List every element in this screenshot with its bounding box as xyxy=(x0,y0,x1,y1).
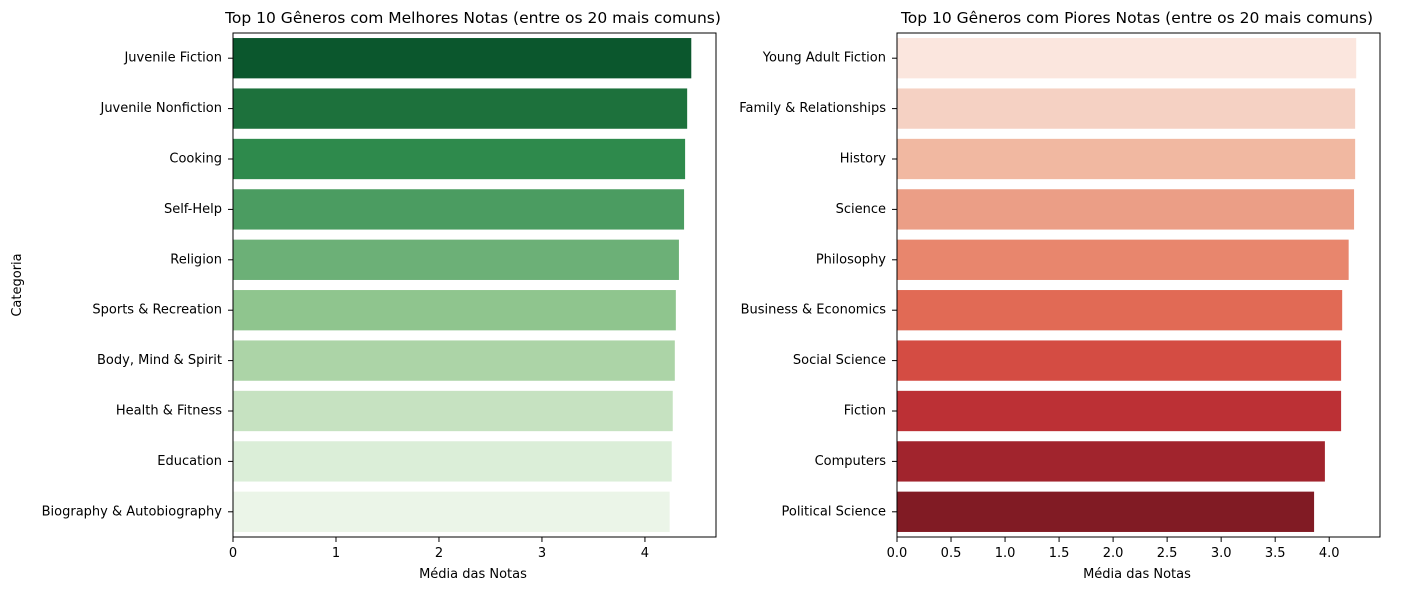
x-tick-label: 0.0 xyxy=(887,546,908,561)
bar-young-adult-fiction xyxy=(897,38,1357,79)
axes-frame xyxy=(232,32,717,538)
bar-body-mind-and-spirit xyxy=(233,340,675,381)
x-ticks: 0 1 2 3 4 xyxy=(229,537,649,561)
x-axis-label: Média das Notas xyxy=(419,567,527,582)
chart-title: Top 10 Gêneros com Piores Notas (entre o… xyxy=(900,9,1373,27)
x-ticks: 0.0 0.5 1.0 1.5 2.0 2.5 3.0 3.5 4.0 xyxy=(887,537,1340,561)
x-tick-label: 1 xyxy=(332,546,340,561)
x-tick-label: 2.0 xyxy=(1103,546,1124,561)
category-label: Business & Economics xyxy=(741,303,887,318)
bar-health-and-fitness xyxy=(233,390,673,432)
category-label: Juvenile Fiction xyxy=(123,51,222,66)
x-tick-label: 1.5 xyxy=(1049,546,1070,561)
category-label: Juvenile Nonfiction xyxy=(99,101,222,116)
category-label: Young Adult Fiction xyxy=(762,51,886,66)
bar-biography-and-autobiography xyxy=(233,491,670,532)
x-tick-label: 4.0 xyxy=(1319,546,1340,561)
bar-cooking xyxy=(233,138,686,180)
y-axis-label: Categoria xyxy=(10,253,25,316)
x-tick-label: 3.0 xyxy=(1211,546,1232,561)
category-label: Body, Mind & Spirit xyxy=(97,353,222,368)
bar-fiction xyxy=(897,390,1342,432)
x-axis-label: Média das Notas xyxy=(1083,567,1191,582)
bar-sports-and-recreation xyxy=(233,290,676,331)
category-label: Science xyxy=(836,202,886,217)
category-label: Social Science xyxy=(793,353,886,368)
chart-worst-genres: Top 10 Gêneros com Piores Notas (entre o… xyxy=(739,9,1381,582)
bar-philosophy xyxy=(897,239,1349,280)
bar-group xyxy=(897,38,1357,532)
chart-title: Top 10 Gêneros com Melhores Notas (entre… xyxy=(224,9,721,27)
bar-science xyxy=(897,189,1355,230)
bar-juvenile-fiction xyxy=(233,38,692,79)
chart-best-genres: Top 10 Gêneros com Melhores Notas (entre… xyxy=(10,9,721,582)
bar-self-help xyxy=(233,189,685,230)
category-labels: Juvenile Fiction Juvenile Nonfiction Cooki… xyxy=(42,51,233,519)
x-tick-label: 2 xyxy=(435,546,443,561)
bar-political-science xyxy=(897,491,1315,532)
bar-religion xyxy=(233,239,679,280)
category-label: Fiction xyxy=(844,404,886,419)
category-label: Family & Relationships xyxy=(739,101,886,116)
category-label: Political Science xyxy=(781,504,886,519)
bar-business-and-economics xyxy=(897,290,1343,331)
bar-family-and-relationships xyxy=(897,88,1356,129)
bar-juvenile-nonfiction xyxy=(233,88,688,129)
x-tick-label: 2.5 xyxy=(1157,546,1178,561)
category-label: Self-Help xyxy=(164,202,222,217)
category-label: Sports & Recreation xyxy=(92,303,222,318)
bar-group xyxy=(233,38,692,532)
bar-history xyxy=(897,138,1356,180)
x-tick-label: 4 xyxy=(641,546,649,561)
category-label: Biography & Autobiography xyxy=(42,504,223,519)
bar-education xyxy=(233,441,672,482)
x-tick-label: 3.5 xyxy=(1265,546,1286,561)
category-labels: Young Adult Fiction Family & Relationship… xyxy=(739,51,897,519)
category-label: Computers xyxy=(815,454,887,469)
category-label: Religion xyxy=(170,252,222,267)
x-tick-label: 0 xyxy=(229,546,237,561)
x-tick-label: 1.0 xyxy=(995,546,1016,561)
bar-social-science xyxy=(897,340,1342,381)
category-label: Philosophy xyxy=(816,252,886,267)
axes-frame xyxy=(896,32,1381,538)
category-label: Cooking xyxy=(169,152,222,167)
category-label: History xyxy=(840,152,887,167)
category-label: Health & Fitness xyxy=(116,404,222,419)
x-tick-label: 0.5 xyxy=(941,546,962,561)
bar-computers xyxy=(897,441,1325,482)
x-tick-label: 3 xyxy=(538,546,546,561)
category-label: Education xyxy=(157,454,222,469)
